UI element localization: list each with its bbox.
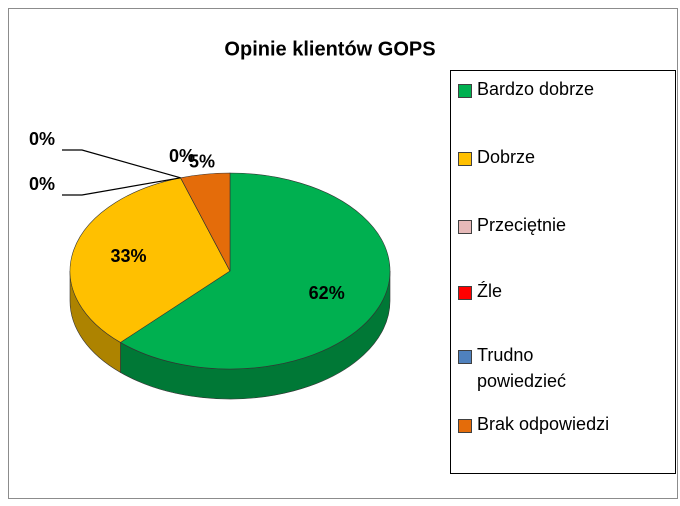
data-label: 5% [189,151,215,171]
data-label: 33% [110,246,146,266]
slice [119,172,391,370]
legend-label: Źle [477,281,503,301]
legend-swatch [458,220,472,234]
data-label: 0% [29,174,55,194]
leader-line [62,149,181,179]
slice [69,177,231,343]
data-label: 0% [169,146,195,166]
legend-swatch [458,350,472,364]
legend-label: Dobrze [477,147,536,167]
legend-item: Brak odpowiedzi [458,414,619,437]
legend-label: Brak odpowiedzi [477,414,610,434]
legend-label: Trudno powiedzieć [477,345,567,391]
chart-title: Opinie klientów GOPS [224,38,435,60]
leader-line [62,177,181,196]
legend-item: Trudno powiedzieć [458,345,619,394]
legend-swatch [458,84,472,98]
legend-box [450,70,676,474]
slice [180,172,231,272]
data-label: 0% [29,129,55,149]
data-label: 62% [309,283,345,303]
legend-swatch [458,286,472,300]
legend-swatch [458,152,472,166]
legend-label: Bardzo dobrze [477,79,595,99]
legend-item: Źle [458,281,619,304]
legend-item: Przeciętnie [458,215,619,238]
legend-item: Dobrze [458,147,619,170]
legend-label: Przeciętnie [477,215,567,235]
legend-item: Bardzo dobrze [458,79,619,102]
legend-swatch [458,419,472,433]
